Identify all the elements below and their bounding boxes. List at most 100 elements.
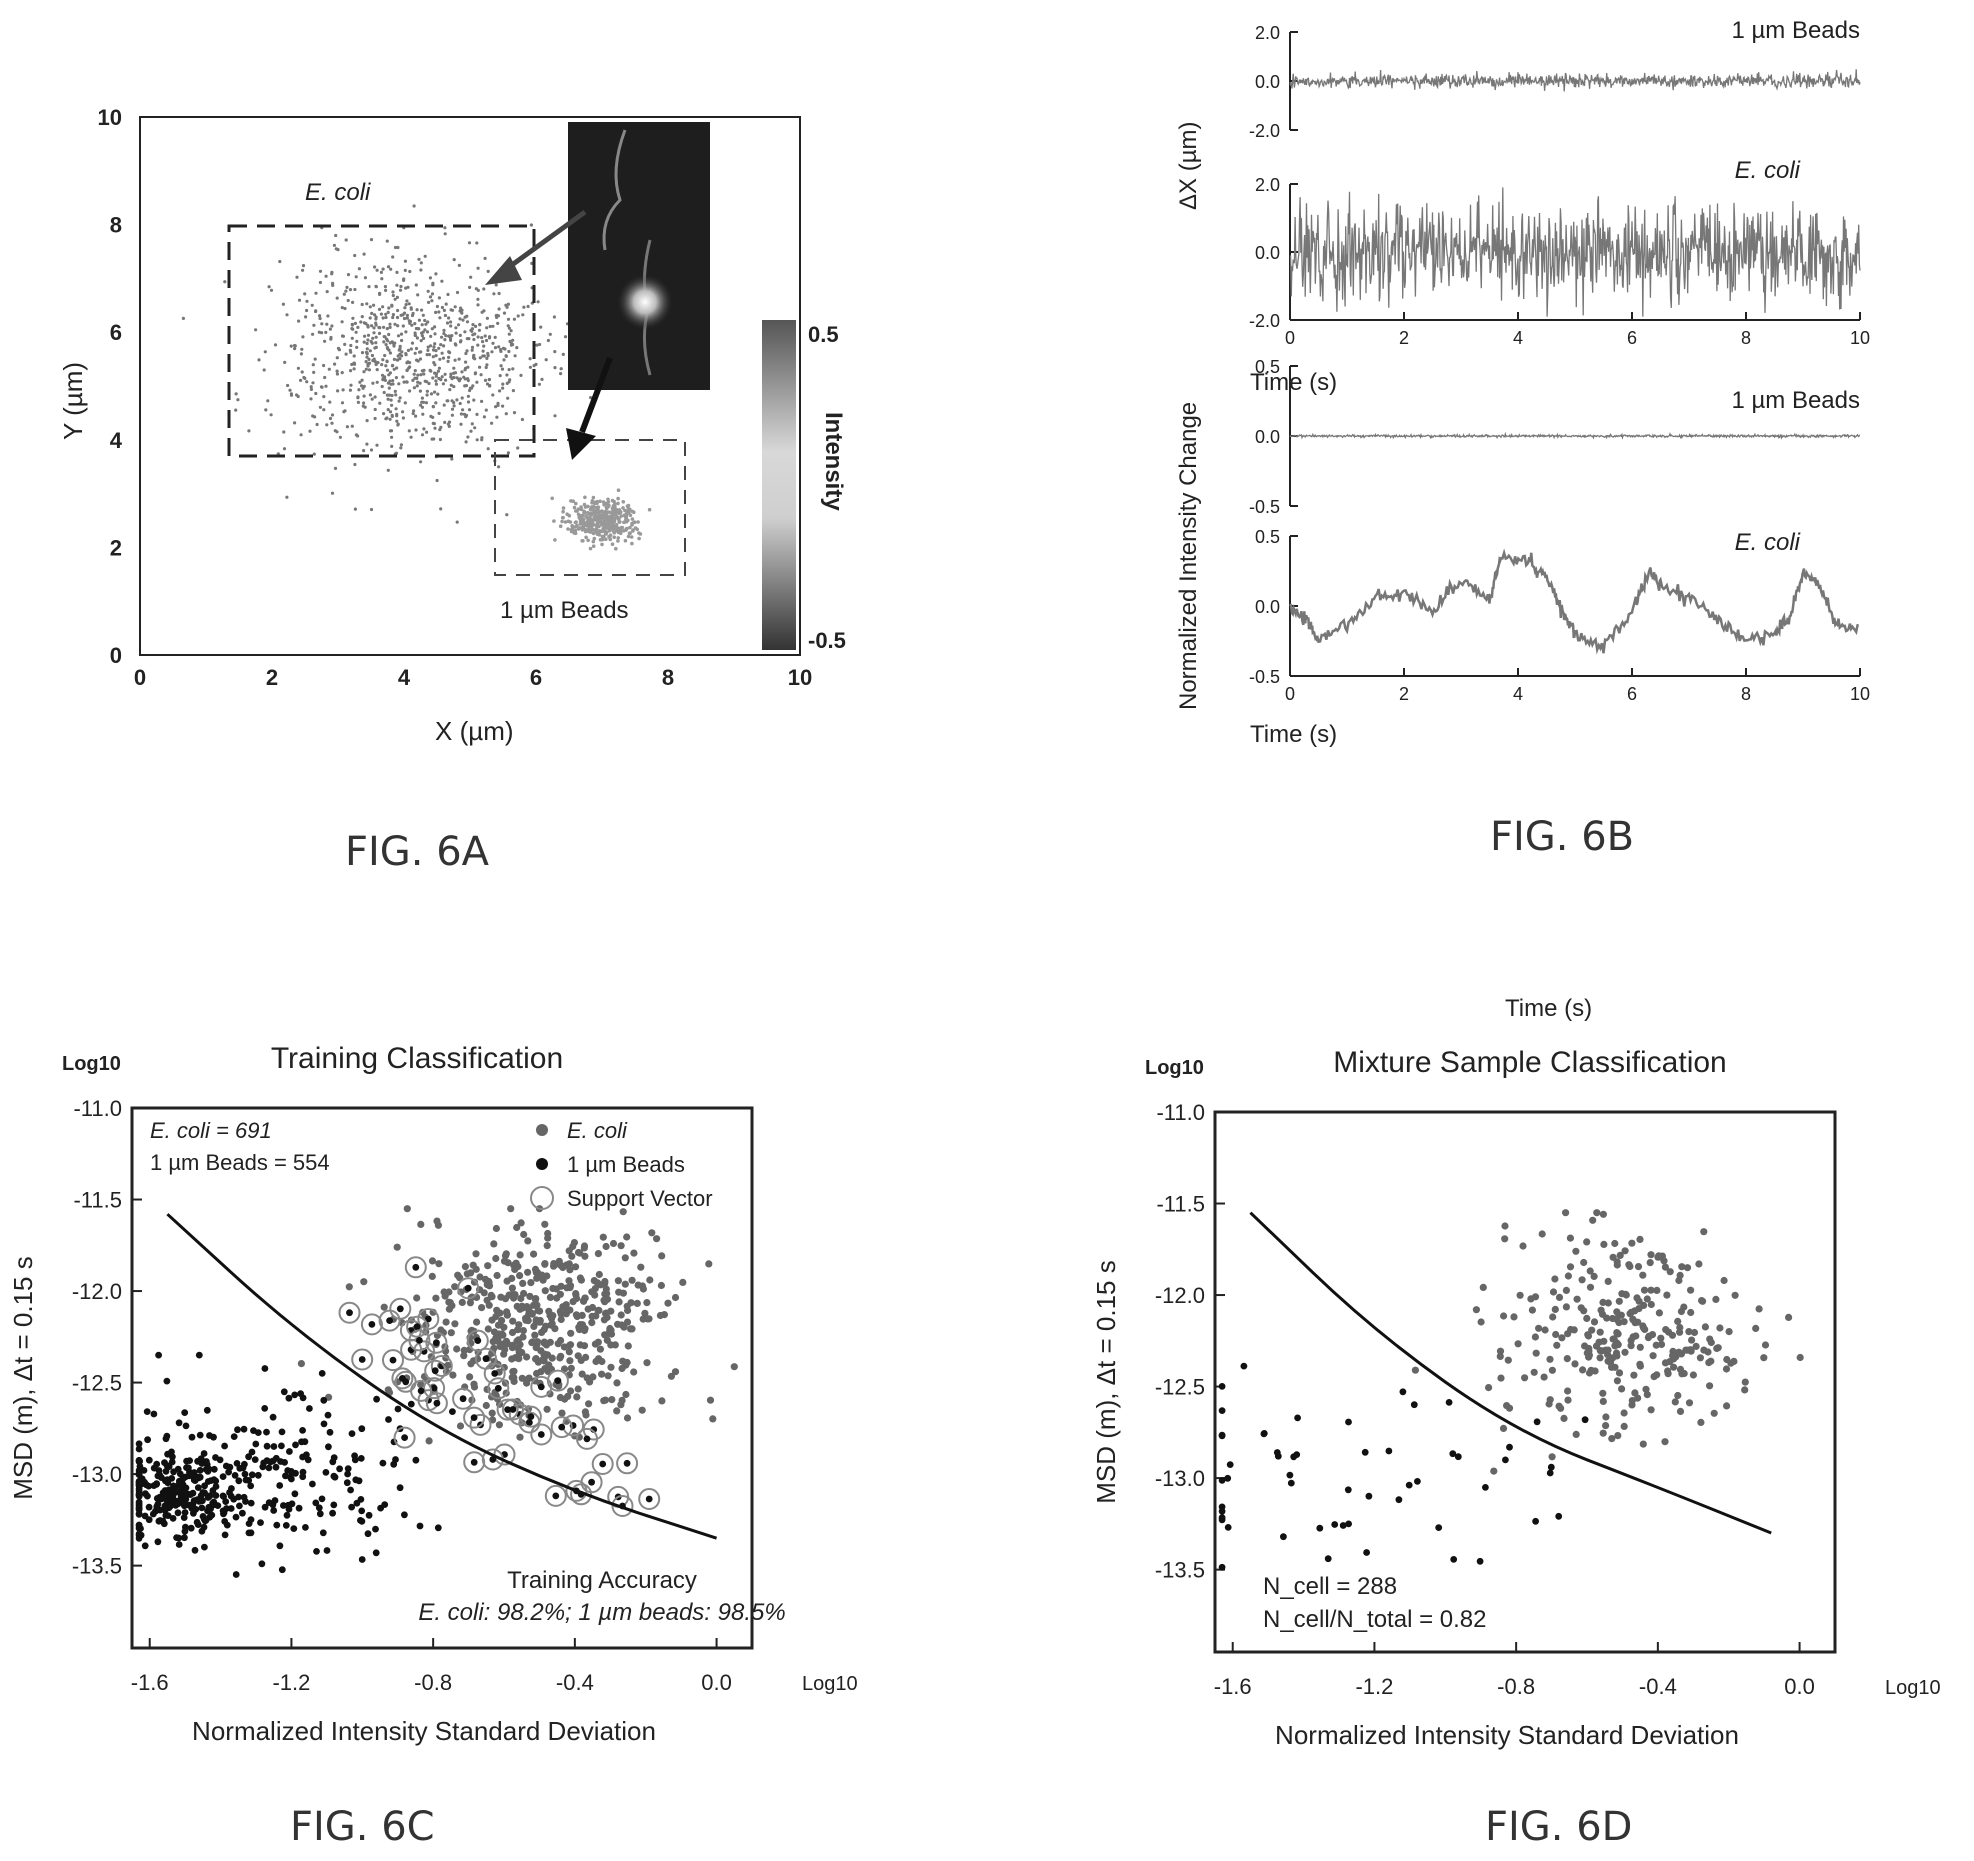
beads-point — [173, 1534, 181, 1541]
ecoli-point — [1599, 1397, 1607, 1405]
fig6a-ecoli-point — [356, 395, 360, 399]
fig6a-ecoli-point — [359, 320, 363, 324]
fig6a-ecoli-point — [396, 423, 400, 427]
fig6a-ecoli-point — [330, 491, 335, 495]
beads-point — [364, 1530, 372, 1538]
fig6a-ecoli-point — [442, 331, 446, 336]
ecoli-point — [1647, 1300, 1655, 1309]
fig6a-ecoli-point — [353, 507, 357, 511]
fig6a-beads-point — [572, 505, 577, 510]
ecoli-point — [541, 1260, 549, 1268]
ecoli-point — [1596, 1354, 1604, 1362]
fig6a-ecoli-point — [336, 389, 340, 393]
ecoli-point — [1641, 1325, 1649, 1333]
beads-point — [390, 1460, 398, 1468]
fig6a-ecoli-point — [467, 241, 472, 245]
beads-point — [193, 1518, 201, 1526]
ecoli-point — [1589, 1216, 1597, 1224]
ecoli-point — [556, 1393, 565, 1402]
fig6a-ecoli-point — [387, 306, 391, 310]
fig6a-ecoli-point — [473, 357, 477, 361]
ecoli-point — [417, 1220, 425, 1228]
fig6a-ecoli-point — [378, 292, 382, 296]
beads-point — [137, 1531, 145, 1539]
fig6a-ecoli-point — [412, 204, 416, 208]
fig6a-ecoli-point — [466, 378, 470, 383]
fig6a-ecoli-point — [484, 365, 488, 370]
ecoli-point — [599, 1233, 607, 1241]
fig6a-ecoli-point — [481, 340, 485, 344]
ecoli-point — [653, 1235, 661, 1243]
fig6a-beads-point — [584, 535, 588, 540]
decision-boundary — [166, 1213, 718, 1540]
ecoli-point — [1712, 1295, 1720, 1303]
fig6a-ecoli-point — [301, 335, 305, 339]
fig6a-ecoli-point — [434, 349, 438, 353]
fig6a-ecoli-point — [458, 309, 462, 313]
beads-point — [1260, 1430, 1268, 1438]
fig6a-ecoli-point — [373, 395, 377, 399]
support-vector-center — [389, 1356, 397, 1364]
fig6a-ecoli-point — [395, 419, 399, 423]
fig6a-ecoli-point — [349, 383, 353, 387]
support-vector-center — [623, 1459, 631, 1467]
fig6a-beads-point — [591, 495, 596, 500]
fig6b-xtick-label: 2 — [1399, 684, 1409, 704]
beads-point — [167, 1494, 175, 1502]
fig6a-ecoli-point — [357, 267, 361, 271]
beads-point — [1218, 1431, 1226, 1439]
fig6a-ecoli-point — [391, 255, 395, 259]
ecoli-point — [494, 1321, 503, 1329]
fig6a-colorbar: 0.5 -0.5 Intensity — [762, 320, 847, 653]
ecoli-point — [1760, 1354, 1768, 1362]
fig6a-ecoli-point — [350, 424, 354, 428]
fig6a-ecoli-point — [234, 408, 238, 412]
fig6a-ecoli-point — [374, 341, 378, 345]
beads-point — [357, 1455, 365, 1462]
beads-point — [1218, 1563, 1226, 1571]
fig6a-ecoli-point — [340, 371, 344, 375]
ecoli-point — [601, 1298, 609, 1306]
fig6a-beads-point — [596, 520, 600, 524]
fig6a-ecoli-point — [409, 307, 413, 311]
ecoli-point — [667, 1372, 676, 1380]
ecoli-point — [458, 1298, 466, 1306]
fig6a-ecoli-point — [435, 304, 439, 309]
ecoli-point — [543, 1405, 551, 1413]
beads-point — [198, 1504, 206, 1512]
fig6a-colorbar-label: Intensity — [820, 412, 847, 511]
ecoli-point — [634, 1281, 642, 1289]
fig6a-ecoli-point — [414, 414, 418, 418]
fig6b-xtick-label: 4 — [1513, 684, 1523, 704]
scatter-yunit: Log10 — [1145, 1057, 1204, 1079]
fig6a-ecoli-point — [453, 371, 458, 375]
beads-point — [197, 1492, 205, 1499]
fig6a-ecoli-point — [409, 347, 413, 351]
fig6a-ecoli-point — [457, 263, 461, 267]
beads-point — [153, 1495, 161, 1502]
beads-point — [309, 1480, 316, 1488]
ecoli-point — [1720, 1276, 1728, 1285]
fig6a-ecoli-point — [412, 386, 416, 390]
beads-point — [1280, 1533, 1287, 1541]
beads-point — [182, 1484, 189, 1492]
fig6a-ecoli-point — [418, 389, 422, 393]
fig6a-ecoli-point — [273, 343, 278, 347]
ecoli-point — [1657, 1334, 1665, 1342]
beads-point — [163, 1432, 171, 1440]
ecoli-point — [1531, 1333, 1539, 1341]
ecoli-point — [581, 1408, 590, 1416]
fig6a-ecoli-point — [507, 368, 511, 372]
support-vector-center — [433, 1399, 441, 1407]
beads-point — [135, 1504, 143, 1512]
fig6a-beads-point — [587, 528, 592, 533]
fig6a-beads-point — [606, 497, 610, 502]
support-vector-center — [433, 1339, 440, 1347]
fig6a-beads-point — [575, 509, 579, 513]
ecoli-point — [557, 1352, 565, 1360]
fig6a-ecoli-point — [299, 378, 303, 382]
fig6a-ecoli-point — [486, 354, 490, 358]
fig6a-ecoli-point — [362, 340, 366, 344]
fig6a-ecoli-point — [330, 272, 334, 276]
fig6a-ecoli-point — [464, 351, 468, 356]
